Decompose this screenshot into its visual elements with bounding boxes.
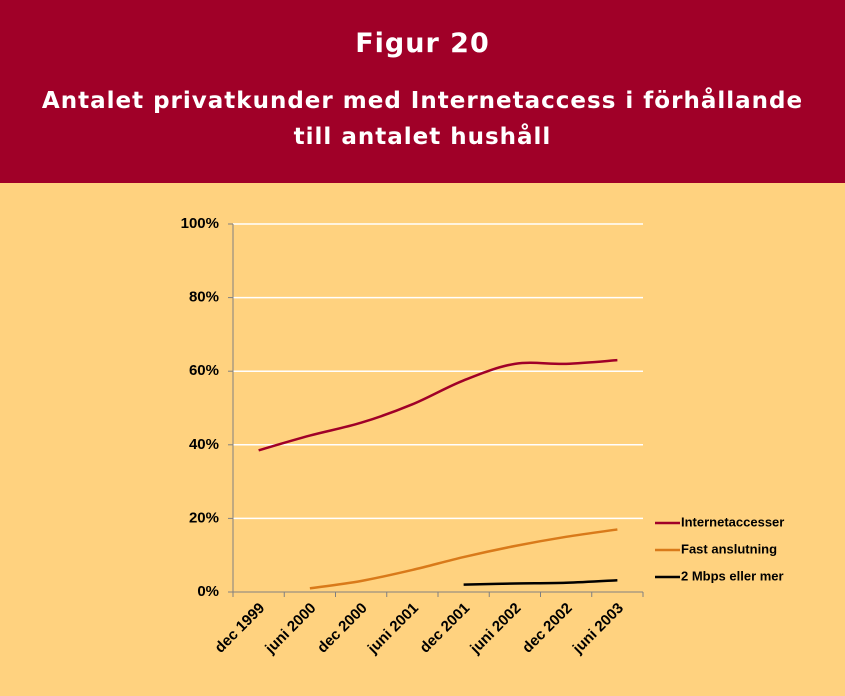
- header: Figur 20 Antalet privatkunder med Intern…: [0, 0, 845, 183]
- x-tick-label: juni 2003: [569, 600, 627, 658]
- y-tick-label: 0%: [197, 583, 219, 600]
- x-tick-label: juni 2002: [466, 600, 524, 658]
- y-tick-label: 60%: [189, 362, 219, 379]
- legend-item: Internetaccesser: [655, 514, 784, 529]
- x-tick-label: dec 2002: [519, 600, 576, 657]
- legend-label: Fast anslutning: [681, 541, 777, 556]
- subtitle: Antalet privatkunder med Internetaccess …: [41, 88, 804, 114]
- title: Figur 20: [355, 28, 490, 59]
- legend-item: Fast anslutning: [655, 541, 777, 556]
- x-tick-label: juni 2000: [261, 600, 319, 658]
- series-line: [309, 528, 618, 590]
- subtitle: till antalet hushåll: [293, 124, 552, 150]
- series-line: [463, 578, 618, 586]
- y-tick-label: 40%: [189, 436, 219, 453]
- series-line: [258, 358, 618, 452]
- x-tick-label: dec 2000: [314, 600, 371, 657]
- legend-item: 2 Mbps eller mer: [655, 568, 784, 583]
- x-tick-label: dec 1999: [211, 600, 268, 657]
- x-tick-label: juni 2001: [364, 600, 422, 658]
- legend-label: 2 Mbps eller mer: [681, 568, 784, 583]
- y-tick-label: 100%: [181, 215, 219, 232]
- y-tick-label: 80%: [189, 289, 219, 306]
- x-tick-label: dec 2001: [416, 600, 473, 657]
- legend-label: Internetaccesser: [681, 514, 784, 529]
- y-tick-label: 20%: [189, 509, 219, 526]
